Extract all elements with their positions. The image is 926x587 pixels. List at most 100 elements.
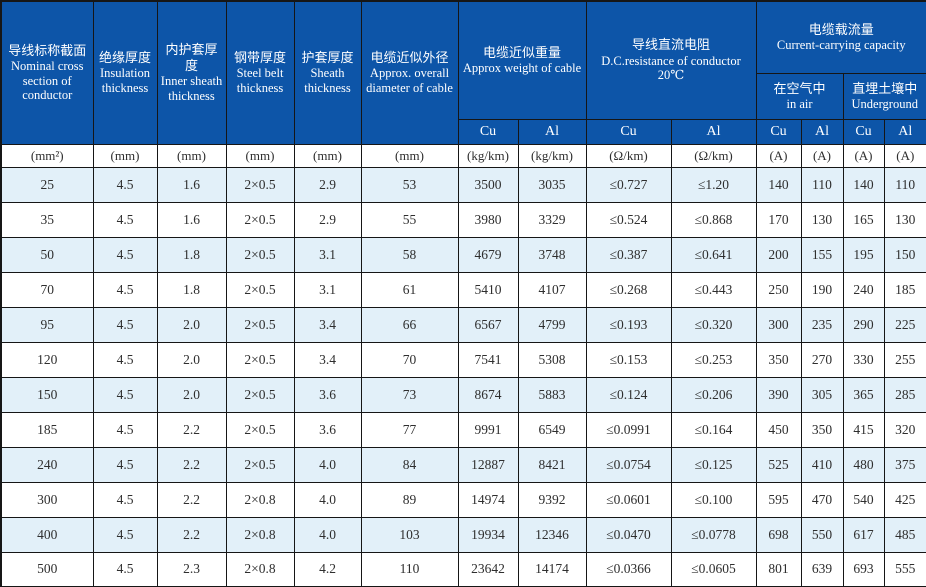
table-cell: 450 xyxy=(755,411,802,448)
table-cell: 698 xyxy=(755,516,802,553)
table-cell: 365 xyxy=(842,376,885,413)
table-cell: 801 xyxy=(755,551,802,587)
table-cell: 2×0.5 xyxy=(225,166,295,203)
unit-cell: (mm) xyxy=(360,143,459,168)
table-cell: 195 xyxy=(842,236,885,273)
table-cell: 77 xyxy=(360,411,459,448)
table-cell: 110 xyxy=(800,166,844,203)
table-cell: 3.4 xyxy=(293,341,362,378)
table-cell: 9392 xyxy=(517,481,587,518)
table-cell: 2.0 xyxy=(156,376,227,413)
table-cell: 375 xyxy=(883,446,926,483)
table-row: 70 4.5 1.8 2×0.5 3.1 61 5410 4107 ≤0.268 ≤0.443 25… xyxy=(0,271,926,308)
table-cell: 66 xyxy=(360,306,459,343)
table-cell: 4.2 xyxy=(293,551,362,587)
table-cell: 130 xyxy=(883,201,926,238)
table-cell: 2.2 xyxy=(156,516,227,553)
header-air-cu: Cu xyxy=(755,118,802,145)
table-cell: ≤0.0778 xyxy=(670,516,757,553)
table-cell: 4.5 xyxy=(92,446,158,483)
table-cell: 140 xyxy=(755,166,802,203)
table-cell: 190 xyxy=(800,271,844,308)
unit-cell: (mm) xyxy=(156,143,227,168)
header-approx-weight-cn: 电缆近似重量 xyxy=(482,44,561,60)
table-cell: 2×0.8 xyxy=(225,481,295,518)
table-cell: 270 xyxy=(800,341,844,378)
table-cell: 9991 xyxy=(457,411,519,448)
table-cell: 1.6 xyxy=(156,201,227,238)
header-in-air-cn: 在空气中 xyxy=(773,80,826,96)
table-cell: 6549 xyxy=(517,411,587,448)
table-cell: 5410 xyxy=(457,271,519,308)
table-cell: ≤0.153 xyxy=(585,341,672,378)
table-cell: 2×0.5 xyxy=(225,446,295,483)
table-cell: ≤0.253 xyxy=(670,341,757,378)
table-cell: 350 xyxy=(755,341,802,378)
table-cell: 4.5 xyxy=(92,551,158,587)
table-cell: 240 xyxy=(0,446,94,483)
header-steel-belt-thickness-cn: 钢带厚度 xyxy=(233,49,286,65)
header-underground: 直埋土壤中 Underground xyxy=(842,72,926,120)
header-dc-resistance-group: 导线直流电阻 D.C.resistance of conductor 20℃ xyxy=(585,0,757,120)
header-insulation-thickness-en: Insulation thickness xyxy=(100,66,150,95)
header-inner-sheath-thickness-en: Inner sheath thickness xyxy=(160,74,223,103)
header-underground-en: Underground xyxy=(851,96,918,111)
table-cell: 1.8 xyxy=(156,271,227,308)
header-inner-sheath-thickness: 内护套厚度 Inner sheath thickness xyxy=(156,0,227,145)
table-cell: 2.9 xyxy=(293,201,362,238)
table-cell: 3035 xyxy=(517,166,587,203)
table-cell: 19934 xyxy=(457,516,519,553)
table-cell: 12887 xyxy=(457,446,519,483)
table-cell: 55 xyxy=(360,201,459,238)
table-cell: ≤0.100 xyxy=(670,481,757,518)
table-cell: 150 xyxy=(0,376,94,413)
table-cell: ≤0.0601 xyxy=(585,481,672,518)
table-row: 240 4.5 2.2 2×0.5 4.0 84 12887 8421 ≤0.0754 ≤0.12… xyxy=(0,446,926,483)
header-in-air-en: in air xyxy=(786,96,813,111)
table-cell: 300 xyxy=(755,306,802,343)
table-row: 25 4.5 1.6 2×0.5 2.9 53 3500 3035 ≤0.727 ≤1.20 140… xyxy=(0,166,926,203)
table-cell: 150 xyxy=(883,236,926,273)
header-dc-resistance-en: D.C.resistance of conductor 20℃ xyxy=(601,53,741,83)
unit-cell: (kg/km) xyxy=(457,143,519,168)
header-in-air: 在空气中 in air xyxy=(755,72,844,120)
header-current-capacity-en: Current-carrying capacity xyxy=(776,38,906,52)
unit-cell: (mm) xyxy=(225,143,295,168)
table-row: 120 4.5 2.0 2×0.5 3.4 70 7541 5308 ≤0.153 ≤0.253 3… xyxy=(0,341,926,378)
table-cell: 73 xyxy=(360,376,459,413)
table-row: 95 4.5 2.0 2×0.5 3.4 66 6567 4799 ≤0.193 ≤0.320 30… xyxy=(0,306,926,343)
table-cell: 4.0 xyxy=(293,446,362,483)
table-cell: ≤0.868 xyxy=(670,201,757,238)
header-overall-diameter: 电缆近似外径 Approx. overall diameter of cable xyxy=(360,0,459,145)
table-cell: 300 xyxy=(0,481,94,518)
table-cell: 8421 xyxy=(517,446,587,483)
table-cell: 120 xyxy=(0,341,94,378)
table-cell: 140 xyxy=(842,166,885,203)
table-cell: 61 xyxy=(360,271,459,308)
table-cell: 350 xyxy=(800,411,844,448)
table-cell: 185 xyxy=(0,411,94,448)
unit-cell: (Ω/km) xyxy=(670,143,757,168)
unit-cell: (mm) xyxy=(92,143,158,168)
table-cell: 693 xyxy=(842,551,885,587)
table-cell: 4.5 xyxy=(92,236,158,273)
header-sheath-thickness: 护套厚度 Sheath thickness xyxy=(293,0,362,145)
table-cell: 425 xyxy=(883,481,926,518)
table-cell: 4107 xyxy=(517,271,587,308)
table-cell: 8674 xyxy=(457,376,519,413)
table-cell: 4.5 xyxy=(92,411,158,448)
table-cell: 290 xyxy=(842,306,885,343)
header-air-al: Al xyxy=(800,118,844,145)
header-approx-weight-group: 电缆近似重量 Approx weight of cable xyxy=(457,0,587,120)
table-cell: 3.6 xyxy=(293,411,362,448)
table-cell: 89 xyxy=(360,481,459,518)
unit-cell: (mm²) xyxy=(0,143,94,168)
table-cell: 23642 xyxy=(457,551,519,587)
header-nominal-cross-section-cn: 导线标称截面 xyxy=(8,42,87,58)
table-cell: 200 xyxy=(755,236,802,273)
table-cell: 525 xyxy=(755,446,802,483)
table-cell: 35 xyxy=(0,201,94,238)
header-sheath-thickness-cn: 护套厚度 xyxy=(301,49,354,65)
table-cell: 95 xyxy=(0,306,94,343)
table-cell: 4.5 xyxy=(92,481,158,518)
